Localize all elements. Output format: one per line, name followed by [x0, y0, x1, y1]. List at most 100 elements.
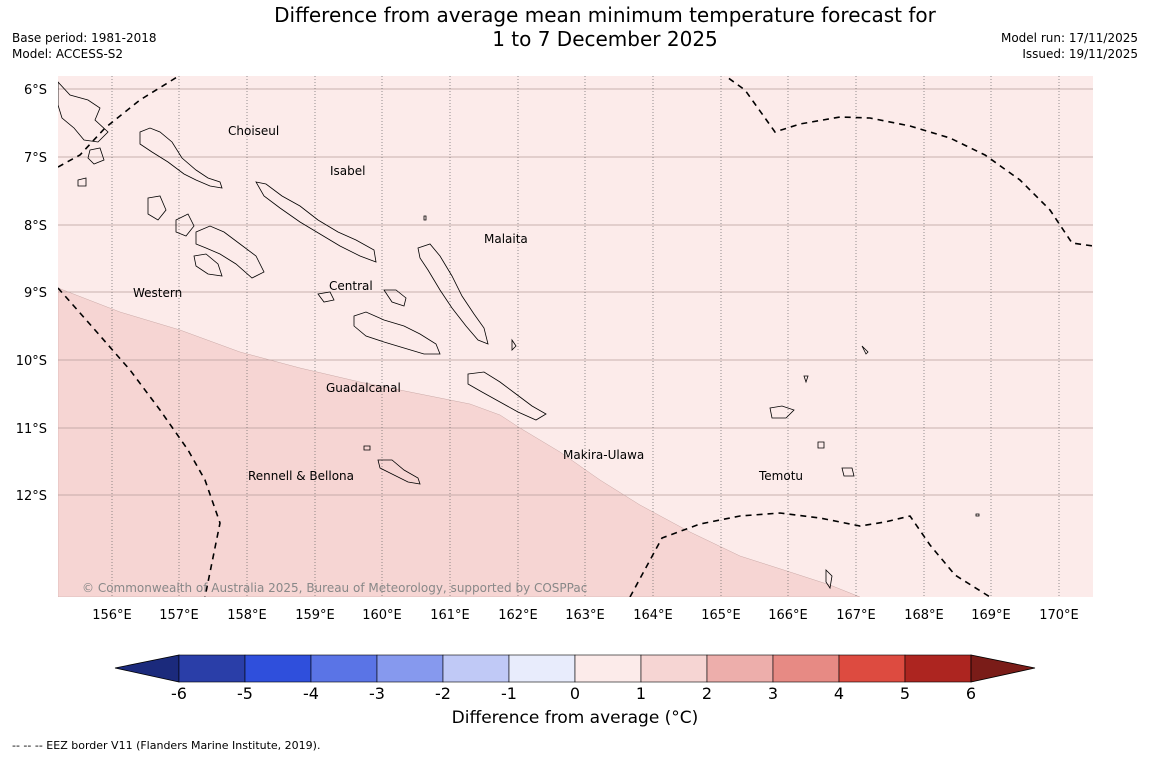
lon-label: 166°E [768, 608, 808, 623]
island-bellona [363, 445, 371, 451]
lat-label: 11°S [16, 422, 47, 437]
lon-label: 165°E [701, 608, 741, 623]
meta-right: Model run: 17/11/2025 Issued: 19/11/2025 [1001, 30, 1138, 62]
lon-label: 168°E [904, 608, 944, 623]
island-duff [803, 375, 809, 384]
place-label: Western [133, 286, 182, 300]
map-plot-area: © Commonwealth of Australia 2025, Bureau… [58, 76, 1093, 597]
lat-label: 10°S [16, 354, 47, 369]
colorbar-over-arrow [970, 654, 1036, 683]
island-new-georgia [195, 225, 265, 279]
province-labels: Choiseul Isabel Malaita Western Central … [133, 124, 803, 483]
eez-borders [58, 76, 1093, 597]
eez-footnote: -- -- -- EEZ border V11 (Flanders Marine… [12, 739, 321, 752]
island-ontong-java [423, 215, 427, 221]
colorbar-tick-label: -6 [171, 684, 187, 703]
place-label: Guadalcanal [326, 381, 401, 395]
eez-border-ne [724, 76, 1093, 247]
place-label: Central [329, 279, 373, 293]
colorbar-cell [640, 654, 708, 683]
island-guadalcanal [353, 311, 441, 355]
island-russell [317, 291, 335, 303]
copyright-notice: © Commonwealth of Australia 2025, Bureau… [82, 581, 587, 595]
lon-label: 160°E [362, 608, 402, 623]
colorbar: -6 -5 -4 -3 -2 -1 0 1 2 3 4 5 6 [114, 654, 1036, 703]
colorbar-tick-label: -4 [303, 684, 319, 703]
colorbar-tick-label: 1 [636, 684, 646, 703]
colorbar-cell [838, 654, 906, 683]
island-kolombangara [175, 213, 195, 237]
longitude-labels: 156°E 157°E 158°E 159°E 160°E 161°E 162°… [92, 608, 1079, 623]
colorbar-cell [706, 654, 774, 683]
island-santa-cruz [769, 405, 795, 419]
base-period: Base period: 1981-2018 [12, 31, 157, 45]
place-label: Makira-Ulawa [563, 448, 644, 462]
colorbar-tick-label: -1 [501, 684, 517, 703]
lon-label: 157°E [159, 608, 199, 623]
colorbar-tick-label: 2 [702, 684, 712, 703]
island-florida [383, 289, 407, 307]
island-fataka [975, 513, 980, 517]
colorbar-cell [376, 654, 444, 683]
lat-label: 12°S [16, 489, 47, 504]
colorbar-cell [244, 654, 312, 683]
island-isabel [255, 181, 377, 263]
colorbar-cell [310, 654, 378, 683]
colorbar-cell [904, 654, 972, 683]
colorbar-tick-label: 4 [834, 684, 844, 703]
issued-date: Issued: 19/11/2025 [1022, 47, 1138, 61]
island-bougainville [58, 81, 109, 143]
lat-label: 7°S [24, 151, 47, 166]
anomaly-zone-1-2 [58, 287, 861, 597]
island-malaita [417, 243, 489, 345]
island-vanikoro [817, 441, 825, 449]
eez-border-se [629, 512, 991, 597]
lon-label: 158°E [227, 608, 267, 623]
title-line-2: 1 to 7 December 2025 [492, 27, 718, 51]
island-shortland [87, 147, 105, 165]
colorbar-tick-label: -3 [369, 684, 385, 703]
island-treasury [77, 177, 87, 187]
place-label: Isabel [330, 164, 365, 178]
title-line-1: Difference from average mean minimum tem… [274, 3, 936, 27]
latitude-labels: 6°S 7°S 8°S 9°S 10°S 11°S 12°S [16, 83, 47, 504]
island-choiseul [139, 127, 223, 189]
eez-border-nw [58, 76, 181, 168]
colorbar-cells [178, 654, 972, 683]
island-coastlines [58, 81, 980, 590]
colorbar-cell [574, 654, 642, 683]
colorbar-cell [178, 654, 246, 683]
lon-label: 170°E [1039, 608, 1079, 623]
model-name: Model: ACCESS-S2 [12, 47, 124, 61]
model-run: Model run: 17/11/2025 [1000, 31, 1138, 45]
eez-border-sw [58, 287, 221, 597]
lon-label: 161°E [430, 608, 470, 623]
lon-label: 163°E [565, 608, 605, 623]
island-rendova [193, 253, 223, 277]
place-label: Malaita [484, 232, 528, 246]
place-label: Temotu [758, 469, 803, 483]
colorbar-under-arrow [114, 654, 180, 683]
colorbar-cell [508, 654, 576, 683]
lat-label: 6°S [24, 83, 47, 98]
lat-label: 9°S [24, 286, 47, 301]
colorbar-tick-label: 6 [966, 684, 976, 703]
colorbar-ticks: -6 -5 -4 -3 -2 -1 0 1 2 3 4 5 6 [171, 684, 976, 703]
lat-label: 8°S [24, 219, 47, 234]
lon-label: 156°E [92, 608, 132, 623]
colorbar-tick-label: 3 [768, 684, 778, 703]
colorbar-cell [772, 654, 840, 683]
colorbar-tick-label: -2 [435, 684, 451, 703]
island-rennell [377, 459, 421, 485]
island-utupua [841, 467, 855, 477]
colorbar-tick-label: -5 [237, 684, 253, 703]
lon-label: 164°E [633, 608, 673, 623]
meta-left: Base period: 1981-2018 Model: ACCESS-S2 [12, 30, 157, 62]
island-reef [861, 345, 869, 355]
lon-label: 169°E [971, 608, 1011, 623]
map-title: Difference from average mean minimum tem… [175, 3, 1035, 51]
place-label: Rennell & Bellona [248, 469, 354, 483]
island-anuta [825, 569, 833, 590]
latitude-gridlines [58, 88, 1093, 496]
